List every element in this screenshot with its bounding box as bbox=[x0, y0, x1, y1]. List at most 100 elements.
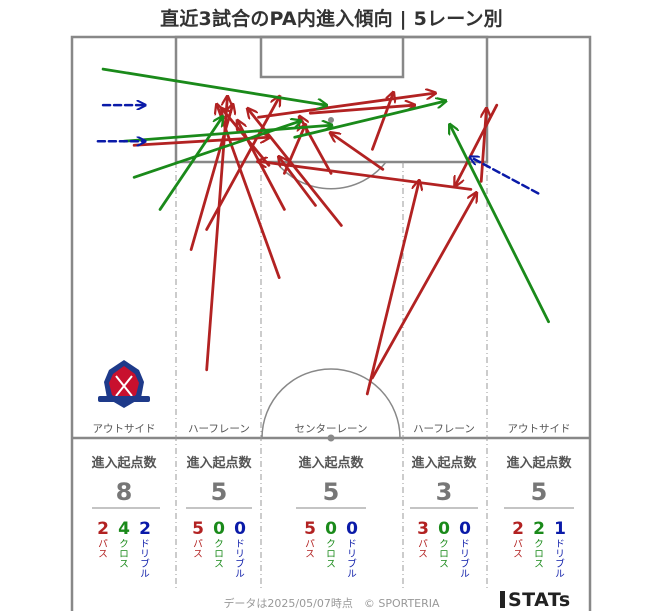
type-count: 2 bbox=[139, 519, 151, 539]
lane-total: 3 bbox=[436, 478, 453, 506]
type-label-char: パ bbox=[305, 539, 315, 550]
type-label-char: ロ bbox=[326, 549, 336, 560]
type-label-char: ド bbox=[347, 539, 357, 550]
type-label-char: ク bbox=[439, 539, 449, 550]
type-count: 0 bbox=[325, 519, 337, 539]
type-label-char: ロ bbox=[439, 549, 449, 560]
club-crest-icon bbox=[98, 360, 150, 408]
type-label-char: ロ bbox=[214, 549, 224, 560]
type-label-char: ス bbox=[305, 549, 315, 560]
type-label-char: ル bbox=[555, 569, 565, 580]
pass-arrow bbox=[258, 161, 473, 191]
chart-title: 直近3試合のPA内進入傾向 | 5レーン別 bbox=[160, 8, 503, 30]
type-label-char: ブ bbox=[555, 558, 565, 570]
cross-arrow bbox=[101, 67, 326, 105]
type-label-char: リ bbox=[555, 549, 565, 560]
lane-total: 5 bbox=[211, 478, 228, 506]
type-label-char: ド bbox=[555, 539, 565, 550]
type-label-char: パ bbox=[418, 539, 428, 550]
type-label-char: ロ bbox=[119, 549, 129, 560]
type-count: 0 bbox=[438, 519, 450, 539]
lane-stat-header: 進入起点数 bbox=[186, 455, 252, 471]
brand-logo: STATs bbox=[500, 589, 571, 611]
type-label-char: ク bbox=[534, 539, 544, 550]
type-label-char: パ bbox=[98, 539, 108, 550]
lane-stat-header: 進入起点数 bbox=[298, 455, 364, 471]
type-label-char: ル bbox=[460, 569, 470, 580]
pass-arrow bbox=[371, 193, 476, 380]
lane-name: ハーフレーン bbox=[188, 423, 250, 435]
cross-arrow bbox=[158, 117, 222, 211]
brand-text: STATs bbox=[508, 589, 571, 611]
type-label-char: ス bbox=[513, 549, 523, 560]
type-label-char: ル bbox=[347, 569, 357, 580]
center-spot bbox=[327, 434, 335, 442]
dribble-arrow bbox=[471, 157, 540, 195]
type-label-char: ス bbox=[326, 559, 336, 570]
type-count: 5 bbox=[192, 519, 204, 539]
type-label-char: パ bbox=[513, 539, 523, 550]
type-count: 3 bbox=[417, 519, 429, 539]
type-label-char: ド bbox=[235, 539, 245, 550]
type-label-char: ド bbox=[140, 539, 150, 550]
type-label-char: ロ bbox=[534, 549, 544, 560]
lane-stat-header: 進入起点数 bbox=[91, 455, 157, 471]
type-label-char: ル bbox=[140, 569, 150, 580]
lane-labels: アウトサイド ハーフレーン センターレーン ハーフレーン アウトサイド bbox=[93, 423, 571, 435]
penalty-spot bbox=[328, 117, 334, 123]
pass-arrow bbox=[479, 109, 486, 183]
type-count: 2 bbox=[512, 519, 524, 539]
lane-name: ハーフレーン bbox=[413, 423, 475, 435]
type-label-char: ス bbox=[534, 559, 544, 570]
lane-stat-header: 進入起点数 bbox=[506, 455, 572, 471]
type-label-char: ク bbox=[326, 539, 336, 550]
footer-note: データは2025/05/07時点 © SPORTERIA bbox=[223, 597, 440, 610]
type-label-char: ス bbox=[98, 549, 108, 560]
type-count: 5 bbox=[304, 519, 316, 539]
goal-area bbox=[259, 35, 405, 79]
type-count: 0 bbox=[346, 519, 358, 539]
cross-arrow bbox=[293, 101, 445, 139]
type-label-char: ド bbox=[460, 539, 470, 550]
type-label-char: リ bbox=[235, 549, 245, 560]
lane-name: センターレーン bbox=[295, 423, 368, 435]
entry-arrows bbox=[96, 67, 550, 396]
lane-stats: 進入起点数82パス4クロス2ドリブル進入起点数55パス0クロス0ドリブル進入起点… bbox=[91, 455, 572, 580]
type-label-char: リ bbox=[347, 549, 357, 560]
type-label-char: ク bbox=[119, 539, 129, 550]
lane-total: 5 bbox=[531, 478, 548, 506]
type-count: 2 bbox=[533, 519, 545, 539]
pass-arrow bbox=[257, 93, 434, 119]
type-label-char: リ bbox=[140, 549, 150, 560]
lane-total: 5 bbox=[323, 478, 340, 506]
type-label-char: ブ bbox=[460, 558, 470, 570]
type-label-char: ブ bbox=[235, 558, 245, 570]
type-count: 2 bbox=[97, 519, 109, 539]
cross-arrow bbox=[450, 125, 550, 324]
type-label-char: ス bbox=[193, 549, 203, 560]
type-label-char: ス bbox=[418, 549, 428, 560]
type-count: 1 bbox=[554, 519, 566, 539]
pass-arrow bbox=[371, 93, 393, 151]
lane-total: 8 bbox=[116, 478, 133, 506]
type-label-char: リ bbox=[460, 549, 470, 560]
type-count: 4 bbox=[118, 519, 130, 539]
brand-mark-icon bbox=[500, 591, 505, 608]
lane-stat-header: 進入起点数 bbox=[411, 455, 477, 471]
cross-arrow bbox=[132, 121, 300, 179]
center-circle bbox=[261, 368, 401, 439]
lane-name: アウトサイド bbox=[508, 423, 571, 435]
type-label-char: ス bbox=[119, 559, 129, 570]
type-count: 0 bbox=[234, 519, 246, 539]
pass-arrow bbox=[205, 97, 228, 372]
type-label-char: ス bbox=[439, 559, 449, 570]
type-label-char: パ bbox=[193, 539, 203, 550]
pass-arrow bbox=[455, 103, 499, 185]
lane-name: アウトサイド bbox=[93, 423, 156, 435]
pass-arrow bbox=[365, 181, 419, 396]
type-label-char: ブ bbox=[140, 558, 150, 570]
type-count: 0 bbox=[459, 519, 471, 539]
type-label-char: ル bbox=[235, 569, 245, 580]
penalty-arc bbox=[275, 161, 387, 190]
